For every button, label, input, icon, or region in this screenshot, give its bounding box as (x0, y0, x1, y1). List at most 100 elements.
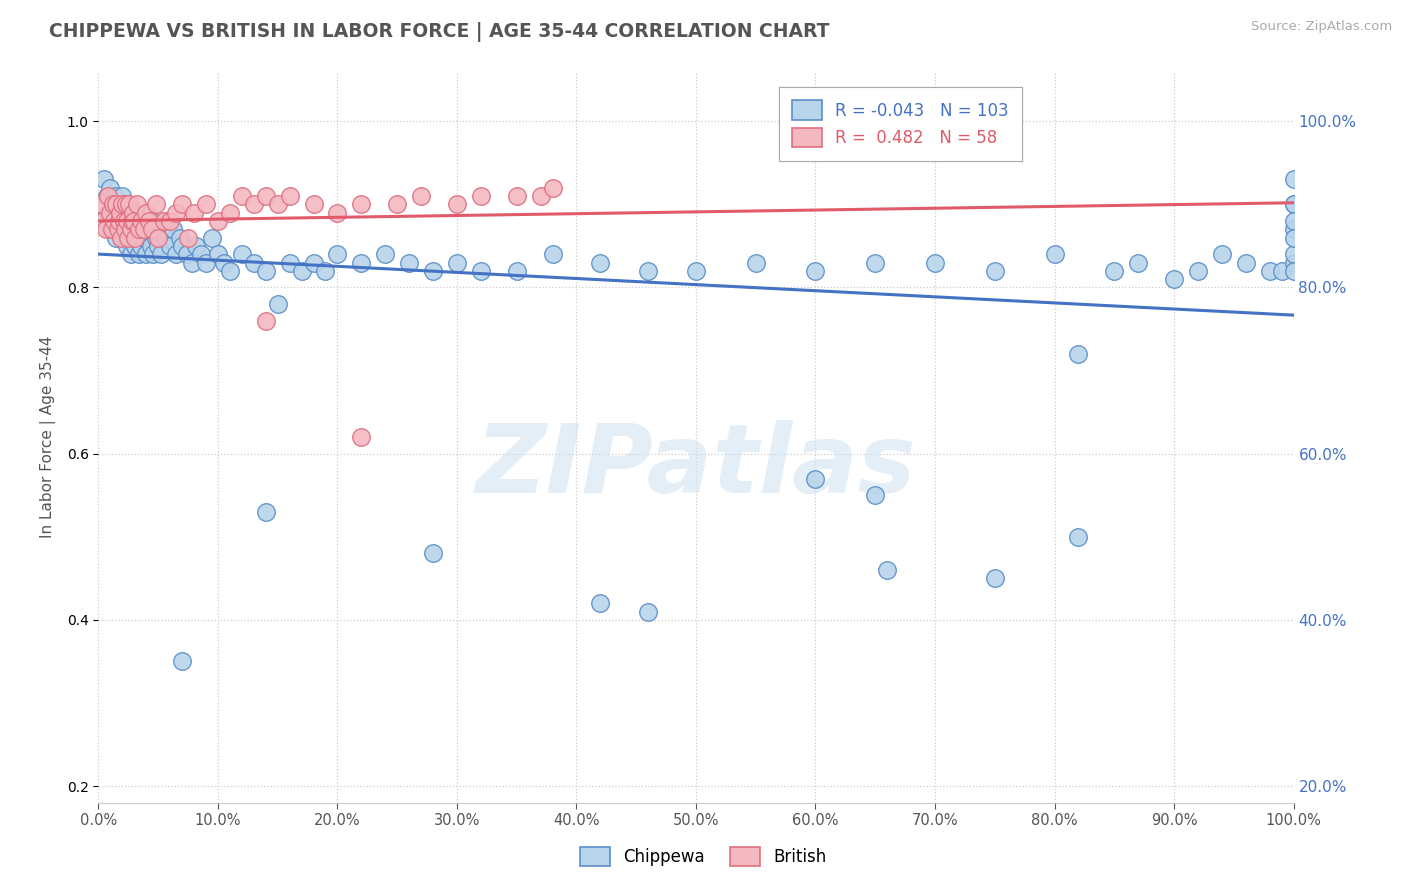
Point (183, 205, 205, 219)
Point (118, 214, 141, 228)
Point (128, 247, 150, 261)
Point (924, 255, 946, 269)
Point (243, 255, 266, 269)
Point (117, 230, 139, 244)
Point (141, 222, 163, 236)
Point (96, 189, 118, 203)
Point (1234, 255, 1257, 269)
Point (141, 214, 163, 228)
Point (231, 189, 253, 203)
Point (104, 189, 127, 203)
Point (98, 180, 122, 194)
Point (94, 222, 117, 236)
Point (374, 247, 396, 261)
Point (350, 197, 373, 211)
Point (186, 239, 208, 253)
Point (101, 197, 124, 211)
Point (177, 230, 200, 244)
Point (637, 264, 659, 278)
Point (108, 205, 131, 219)
Point (446, 255, 468, 269)
Point (128, 222, 150, 236)
Point (506, 189, 529, 203)
Point (114, 214, 136, 228)
Point (145, 230, 167, 244)
Point (91, 214, 114, 228)
Point (865, 255, 887, 269)
Legend: R = -0.043   N = 103, R =  0.482   N = 58: R = -0.043 N = 103, R = 0.482 N = 58 (779, 87, 1022, 161)
Point (122, 205, 145, 219)
Point (1282, 197, 1305, 211)
Point (159, 239, 181, 253)
Point (1282, 197, 1305, 211)
Point (103, 214, 125, 228)
Point (127, 230, 149, 244)
Point (984, 571, 1007, 585)
Point (446, 197, 468, 211)
Point (98, 205, 122, 219)
Point (291, 264, 314, 278)
Point (984, 264, 1007, 278)
Point (138, 214, 160, 228)
Point (153, 214, 176, 228)
Point (120, 247, 142, 261)
Point (108, 222, 131, 236)
Point (231, 247, 253, 261)
Point (125, 214, 148, 228)
Point (1282, 214, 1305, 228)
Point (422, 264, 444, 278)
Point (876, 563, 898, 577)
Point (131, 214, 153, 228)
Point (97, 189, 120, 203)
Point (90, 214, 112, 228)
Point (1258, 264, 1281, 278)
Point (1282, 255, 1305, 269)
Point (302, 197, 325, 211)
Point (865, 488, 887, 502)
Point (131, 239, 153, 253)
Point (114, 222, 136, 236)
Point (148, 230, 170, 244)
Point (541, 247, 564, 261)
Point (169, 230, 191, 244)
Point (110, 230, 132, 244)
Point (121, 214, 143, 228)
Point (132, 222, 155, 236)
Point (470, 264, 492, 278)
Point (115, 239, 138, 253)
Point (254, 189, 277, 203)
Point (118, 197, 141, 211)
Point (685, 264, 707, 278)
Point (190, 247, 212, 261)
Point (111, 197, 134, 211)
Point (165, 247, 187, 261)
Point (350, 255, 373, 269)
Point (121, 222, 143, 236)
Point (132, 230, 155, 244)
Point (125, 197, 148, 211)
Point (219, 205, 242, 219)
Point (1163, 272, 1185, 286)
Point (159, 214, 181, 228)
Point (122, 230, 145, 244)
Point (470, 189, 492, 203)
Point (326, 247, 349, 261)
Point (1128, 255, 1150, 269)
Point (135, 247, 157, 261)
Point (98, 222, 122, 236)
Point (117, 197, 139, 211)
Point (124, 239, 146, 253)
Point (152, 222, 174, 236)
Point (90, 197, 112, 211)
Point (107, 214, 129, 228)
Point (148, 239, 170, 253)
Point (302, 255, 325, 269)
Point (207, 214, 229, 228)
Point (207, 247, 229, 261)
Point (172, 655, 194, 669)
Point (212, 255, 235, 269)
Point (107, 214, 129, 228)
Legend: Chippewa, British: Chippewa, British (571, 838, 835, 875)
Point (278, 189, 301, 203)
Point (172, 197, 194, 211)
